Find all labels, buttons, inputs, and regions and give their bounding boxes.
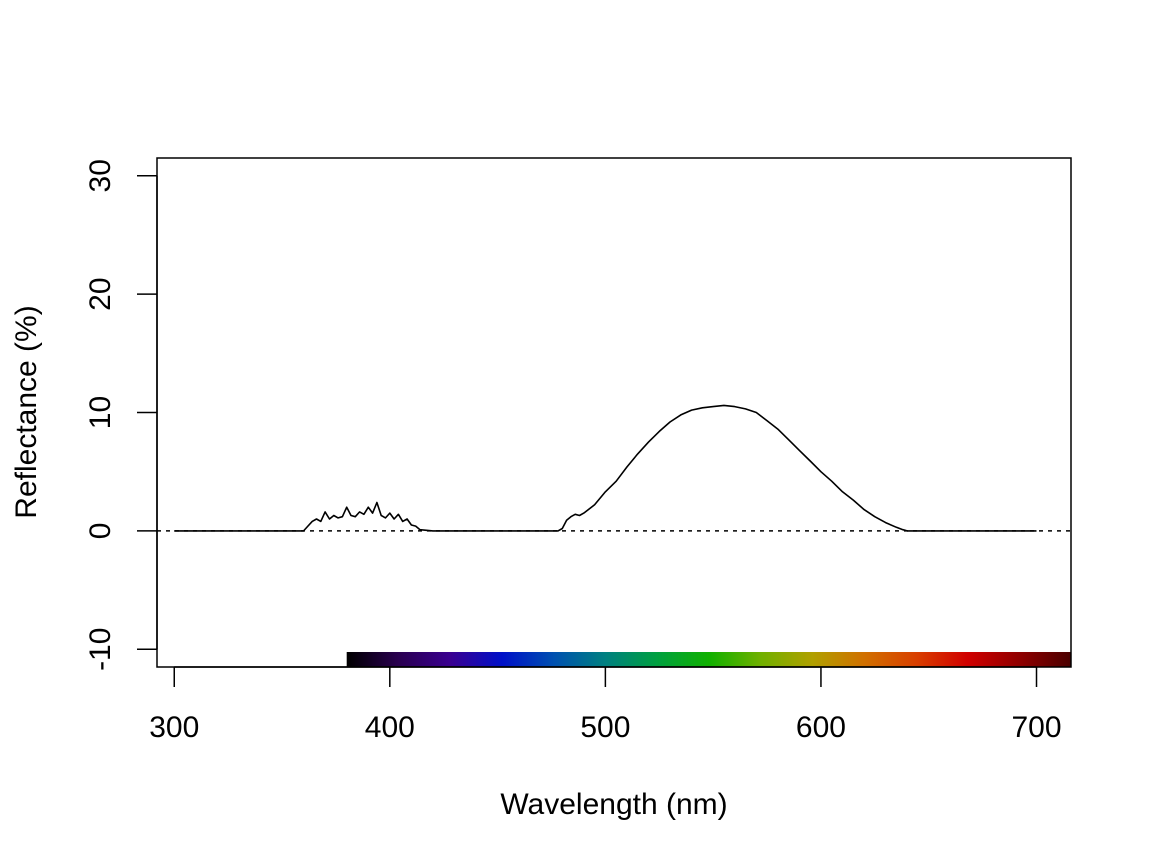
x-tick-label-700: 700 [1011, 711, 1061, 744]
series-group [174, 404, 1037, 532]
x-tick-label-300: 300 [149, 711, 199, 744]
x-axis-title: Wavelength (nm) [500, 788, 727, 821]
plot-frame [156, 157, 1072, 668]
x-tick-label-600: 600 [796, 711, 846, 744]
y-tick-label-20: 20 [84, 277, 117, 310]
x-axis: 300 400 500 600 700 [149, 666, 1062, 744]
y-tick-label-30: 30 [84, 159, 117, 192]
x-tick-label-500: 500 [580, 711, 630, 744]
series-line-0 [174, 404, 1037, 532]
y-axis: -10 0 10 20 30 [84, 159, 158, 671]
x-tick-label-400: 400 [365, 711, 415, 744]
y-tick-label-0: 0 [84, 523, 117, 540]
y-tick-label-10: 10 [84, 396, 117, 429]
spectrum-bar-group [346, 652, 1071, 667]
spectrum-bar [346, 652, 1071, 667]
y-tick-label--10: -10 [84, 628, 117, 671]
y-axis-title: Reflectance (%) [10, 305, 43, 518]
